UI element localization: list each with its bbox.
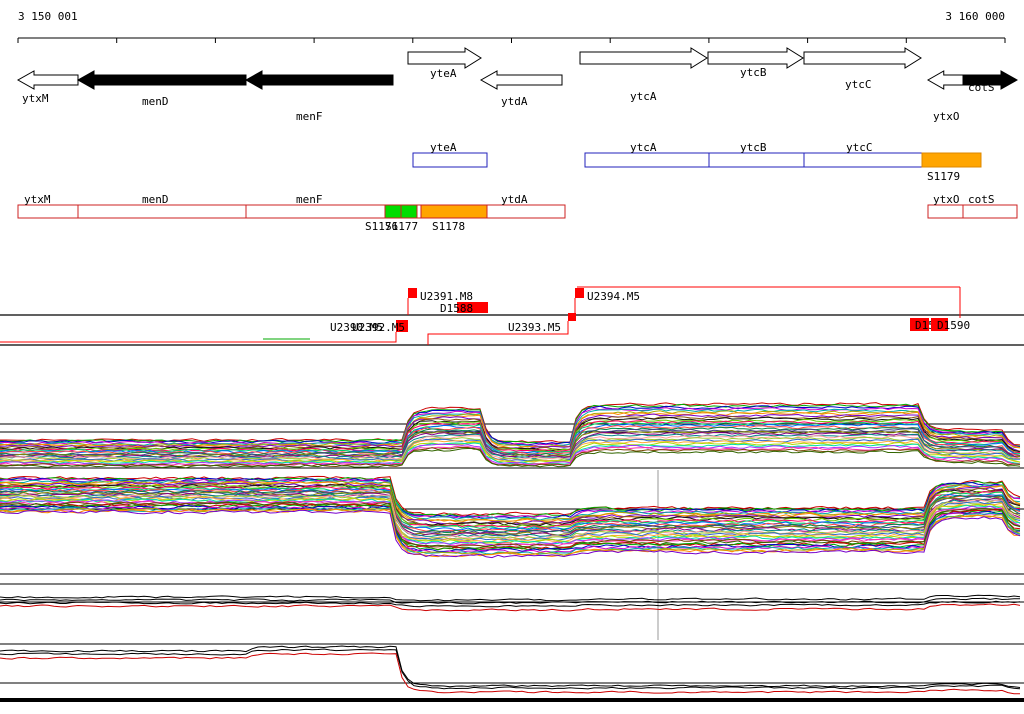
gene-arrow-menF[interactable] xyxy=(244,70,394,90)
expression-series xyxy=(0,501,1021,548)
transcript-label-ytcC: ytcC xyxy=(846,141,873,154)
gene-label-ytxM: ytxM xyxy=(22,92,49,105)
expression-series xyxy=(0,487,1021,532)
expression-series xyxy=(0,475,1021,516)
segment-label-menF: menF xyxy=(296,193,323,206)
gene-arrow-ytcA[interactable] xyxy=(579,47,708,69)
expression-series xyxy=(0,421,1021,454)
expression-series xyxy=(0,478,1021,520)
expression-series xyxy=(0,500,1021,547)
gene-label-cotS: cotS xyxy=(968,81,995,94)
transcript-box-yteA-transcript[interactable] xyxy=(412,152,488,168)
probe-trace xyxy=(427,321,569,345)
signal-series xyxy=(0,594,1021,602)
probe-marker[interactable] xyxy=(396,320,408,332)
gene-label-ytcB: ytcB xyxy=(740,66,767,79)
expression-series xyxy=(0,431,1021,460)
gene-arrow-ytcB[interactable] xyxy=(707,47,804,69)
gene-arrow-ytxM[interactable] xyxy=(16,70,79,90)
expression-series xyxy=(0,442,1021,465)
expression-series xyxy=(0,509,1021,559)
expression-series xyxy=(0,443,1021,466)
gene-arrow-ytcC[interactable] xyxy=(803,47,922,69)
probe-flag-small xyxy=(568,313,576,321)
feature-label-S1177: S1177 xyxy=(385,220,418,233)
expression-series xyxy=(0,494,1021,540)
gene-arrow-ytdA[interactable] xyxy=(479,70,563,90)
transcript-box-S1179-feature[interactable] xyxy=(921,152,982,168)
signal-series xyxy=(0,597,1020,605)
gene-arrow-menD[interactable] xyxy=(76,70,247,90)
transcript-box-ytcABC-transcript[interactable] xyxy=(584,152,923,168)
signal-series xyxy=(0,645,1021,688)
ruler-start-label: 3 150 001 xyxy=(18,10,78,23)
expression-series xyxy=(0,428,1021,458)
transcript-label-ytcA: ytcA xyxy=(630,141,657,154)
expression-series xyxy=(0,504,1021,551)
probe-flag-U2391.M8[interactable] xyxy=(408,288,417,298)
gene-label-yteA: yteA xyxy=(430,67,457,80)
expression-series xyxy=(0,508,1021,558)
signal-series xyxy=(0,648,1021,690)
segment-label-ytdA: ytdA xyxy=(501,193,528,206)
probe-label-D1588: D1588 xyxy=(440,302,473,315)
probe-box-D1589[interactable] xyxy=(910,318,929,331)
gene-label-ytdA: ytdA xyxy=(501,95,528,108)
gene-label-ytcA: ytcA xyxy=(630,90,657,103)
gene-label-menD: menD xyxy=(142,95,169,108)
feature-box-S1178[interactable] xyxy=(420,204,488,219)
signal-series xyxy=(0,652,1021,695)
gene-label-ytxO: ytxO xyxy=(933,110,960,123)
transcript-label-ytcB: ytcB xyxy=(740,141,767,154)
probe-label-U2393.M5: U2393.M5 xyxy=(508,321,561,334)
expression-series xyxy=(0,484,1021,528)
probe-trace xyxy=(0,332,397,343)
gene-arrow-ytxO[interactable] xyxy=(926,70,964,90)
segment-label-ytxO: ytxO xyxy=(933,193,960,206)
probe-label-U2391.M8: U2391.M8 xyxy=(420,290,473,303)
probe-box-D1588[interactable] xyxy=(457,302,488,313)
feature-label-S1178: S1178 xyxy=(432,220,465,233)
expression-series xyxy=(0,447,1021,469)
probe-box-D1590[interactable] xyxy=(931,318,948,331)
probe-label-U2392.M5: U2392.M5 xyxy=(352,321,405,334)
segment-label-ytxM: ytxM xyxy=(24,193,51,206)
probe-flag-U2394.M5[interactable] xyxy=(575,288,584,298)
expression-series xyxy=(0,480,1021,523)
segment-label-menD: menD xyxy=(142,193,169,206)
probe-label-U2394.M5: U2394.M5 xyxy=(587,290,640,303)
feature-box-S1176[interactable] xyxy=(384,204,402,219)
expression-series xyxy=(0,418,1021,454)
segment-label-cotS: cotS xyxy=(968,193,995,206)
gene-arrow-yteA[interactable] xyxy=(407,47,482,69)
feature-label-S1176: S1176 xyxy=(365,220,398,233)
expression-series xyxy=(0,410,1021,449)
transcript-label-S1179: S1179 xyxy=(927,170,960,183)
signal-series xyxy=(0,603,1021,612)
expression-series xyxy=(0,405,1021,448)
signal-series xyxy=(0,600,1021,608)
segment-box-right-segment[interactable] xyxy=(927,204,1018,219)
gene-arrow-cotS[interactable] xyxy=(962,70,1019,90)
expression-series xyxy=(0,446,1021,468)
feature-box-S1177[interactable] xyxy=(400,204,418,219)
transcript-label-yteA: yteA xyxy=(430,141,457,154)
gene-label-ytcC: ytcC xyxy=(845,78,872,91)
ruler-end-label: 3 160 000 xyxy=(945,10,1005,23)
gene-label-menF: menF xyxy=(296,110,323,123)
probe-label-D1590: D1590 xyxy=(937,319,970,332)
expression-series xyxy=(0,426,1021,457)
probe-label-U2390.M5: U2390.M5 xyxy=(330,321,383,334)
